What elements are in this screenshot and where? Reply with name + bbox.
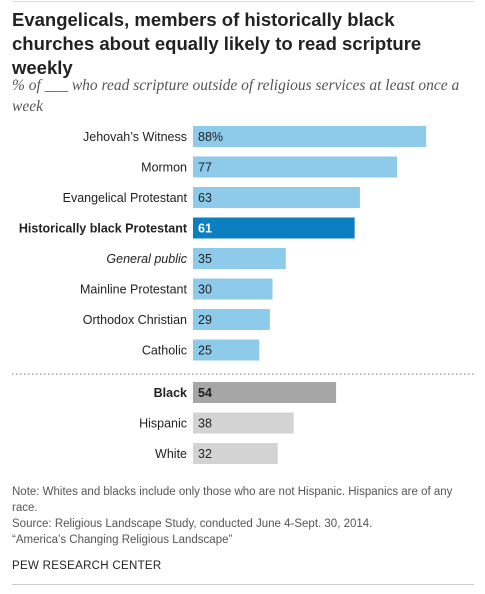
bar xyxy=(193,443,278,464)
value-label: 61 xyxy=(198,222,212,236)
chart-title: Evangelicals, members of historically bl… xyxy=(12,9,422,78)
value-label: 63 xyxy=(198,191,212,205)
note-text: Note: Whites and blacks include only tho… xyxy=(12,486,453,514)
value-label: 30 xyxy=(198,283,212,297)
bar xyxy=(193,248,286,269)
value-label: 54 xyxy=(198,386,212,400)
category-label: White xyxy=(155,447,187,461)
value-label: 32 xyxy=(198,447,212,461)
source-text: Source: Religious Landscape Study, condu… xyxy=(12,518,373,530)
value-label: 25 xyxy=(198,344,212,358)
category-label: Mormon xyxy=(141,161,187,175)
category-label: Jehovah’s Witness xyxy=(83,130,187,144)
bar xyxy=(193,217,355,239)
value-label: 77 xyxy=(198,161,212,175)
category-label: General public xyxy=(106,252,187,266)
bar xyxy=(193,339,260,361)
category-label: Orthodox Christian xyxy=(83,313,187,327)
footnotes: Note: Whites and blacks include only tho… xyxy=(12,484,474,548)
bar xyxy=(193,156,398,178)
top-rule xyxy=(12,1,474,2)
value-label: 29 xyxy=(198,313,212,327)
category-label: Catholic xyxy=(142,344,187,358)
bar xyxy=(193,412,294,434)
chart-subtitle: % of ___ who read scripture outside of r… xyxy=(12,77,460,115)
category-label: Evangelical Protestant xyxy=(63,191,188,205)
bar xyxy=(193,187,360,208)
bar-chart: Jehovah’s Witness 88% Mormon 77 Evangelical … xyxy=(12,126,474,464)
value-label: 88% xyxy=(198,130,223,144)
bar xyxy=(193,309,270,330)
report-title: “America’s Changing Religious Landscape” xyxy=(12,534,233,546)
brand-label: PEW RESEARCH CENTER xyxy=(12,560,162,572)
bottom-rule xyxy=(12,584,474,585)
bar xyxy=(193,126,427,147)
category-label: Historically black Protestant xyxy=(19,222,188,236)
category-label: Black xyxy=(154,386,187,400)
bar xyxy=(193,278,273,300)
category-label: Mainline Protestant xyxy=(80,283,188,297)
category-label: Hispanic xyxy=(139,417,187,431)
value-label: 35 xyxy=(198,252,212,266)
bar xyxy=(193,382,337,403)
value-label: 38 xyxy=(198,417,212,431)
